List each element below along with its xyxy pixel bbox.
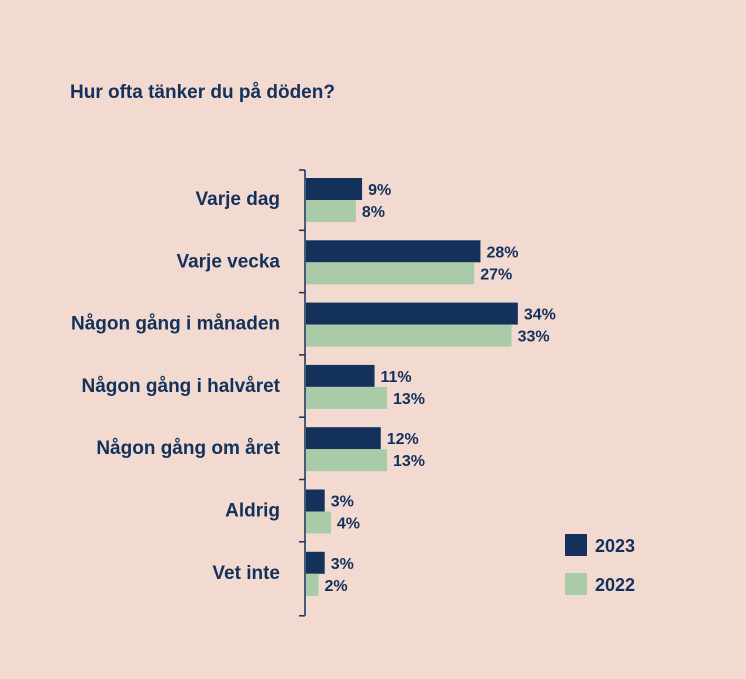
category-labels: Varje dag Varje vecka Någon gång i månaden…: [71, 189, 281, 584]
bar-2022: [306, 511, 331, 534]
value-label: 3%: [331, 556, 354, 573]
category-label: Aldrig: [225, 501, 280, 522]
category-label: Varje vecka: [176, 251, 280, 272]
bar-2022: [306, 449, 387, 472]
value-label: 3%: [331, 494, 354, 511]
value-label: 27%: [480, 266, 512, 283]
bar-2022: [306, 324, 512, 347]
value-label: 9%: [368, 182, 391, 199]
value-label: 28%: [486, 244, 518, 261]
bar-2022: [306, 200, 356, 222]
category-label: Vet inte: [212, 563, 280, 584]
bar-2023: [306, 178, 363, 200]
bar-2022: [306, 386, 387, 409]
value-labels: 9% 8% 28% 27% 34% 33% 11% 13% 12% 13% 3% 4% 3% 2%: [324, 182, 555, 595]
legend-swatch-2022: [565, 573, 587, 595]
bar-2023: [306, 240, 481, 263]
value-label: 8%: [362, 204, 385, 221]
bar-2023: [306, 489, 325, 512]
chart-title: Hur ofta tänker du på döden?: [70, 82, 335, 103]
category-label: Någon gång om året: [96, 438, 280, 459]
y-axis: [299, 169, 306, 617]
value-label: 12%: [387, 431, 419, 448]
legend-swatch-2023: [565, 534, 587, 556]
value-label: 4%: [337, 516, 360, 533]
legend-label: 2022: [595, 575, 635, 595]
category-label: Någon gång i halvåret: [82, 376, 281, 397]
bar-2023: [306, 364, 375, 387]
value-label: 33%: [518, 329, 550, 346]
bar-2023: [306, 427, 381, 450]
value-label: 11%: [381, 369, 412, 386]
legend-label: 2023: [595, 536, 635, 556]
value-label: 2%: [324, 578, 347, 595]
bars: [306, 178, 518, 596]
bar-2022: [306, 262, 475, 285]
value-label: 34%: [524, 307, 556, 324]
category-label: Någon gång i månaden: [71, 314, 280, 335]
value-label: 13%: [393, 391, 425, 408]
value-label: 13%: [393, 453, 425, 470]
bar-2023: [306, 302, 518, 325]
legend: 2023 2022: [565, 534, 635, 595]
bar-2023: [306, 551, 325, 574]
category-label: Varje dag: [196, 189, 281, 210]
bar-2022: [306, 573, 319, 596]
